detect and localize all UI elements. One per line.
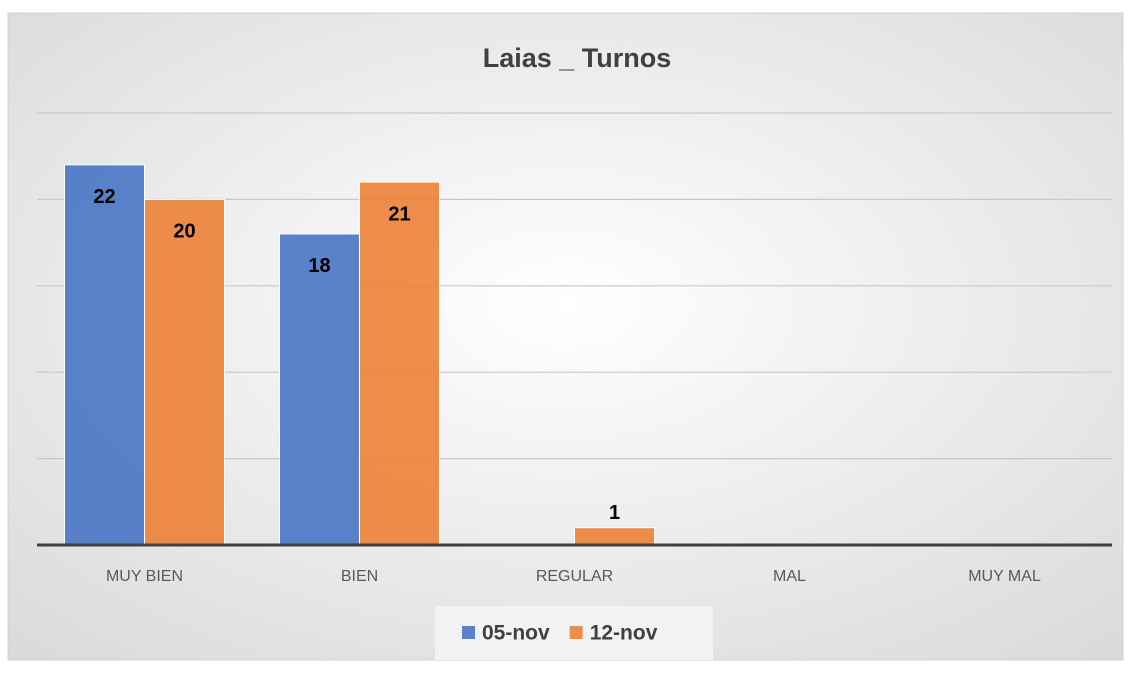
bar: [279, 233, 360, 546]
chart-title: Laias _ Turnos: [483, 43, 672, 73]
bar: [359, 181, 440, 546]
legend-label: 12-nov: [590, 622, 658, 645]
data-label: 21: [388, 203, 410, 225]
x-tick-label: MUY BIEN: [106, 568, 183, 585]
bar: [144, 198, 225, 546]
legend-swatch: [462, 626, 475, 639]
bar: [574, 527, 655, 546]
legend-label: 05-nov: [482, 622, 550, 645]
x-tick-label: MUY MAL: [968, 568, 1041, 585]
data-label: 22: [93, 186, 115, 208]
bar: [64, 164, 145, 546]
legend-swatch: [569, 626, 583, 639]
x-tick-label: MAL: [773, 568, 806, 585]
data-label: 1: [609, 502, 620, 524]
data-label: 18: [308, 255, 330, 277]
data-label: 20: [173, 221, 195, 243]
x-tick-label: REGULAR: [536, 568, 613, 585]
x-tick-label: BIEN: [341, 568, 378, 585]
